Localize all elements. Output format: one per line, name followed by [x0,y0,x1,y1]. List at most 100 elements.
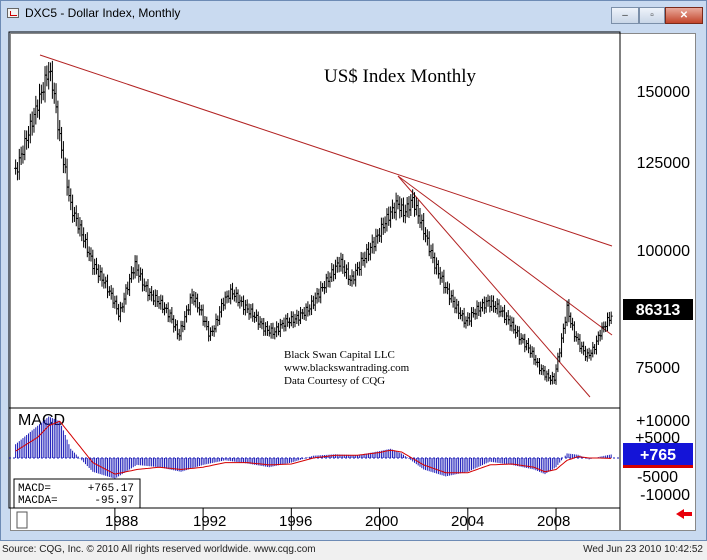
price-bar [526,338,530,354]
price-bar [118,301,122,323]
price-bar [26,125,30,149]
price-bar [251,303,255,322]
price-bar [422,212,426,241]
price-bar [481,298,485,312]
price-bar [129,266,133,283]
price-bar [392,202,396,219]
price-bar [346,262,350,285]
price-bar [583,345,587,361]
price-bar [460,309,464,322]
price-bar [462,307,466,328]
price-bar [194,292,198,308]
price-bar [65,158,69,196]
price-bar [39,84,43,104]
price-bar [547,369,551,382]
status-timestamp: Wed Jun 23 2010 10:42:52 [583,544,703,555]
price-bar [207,320,211,342]
price-bar [580,341,584,354]
price-bar [311,295,315,310]
price-bar [238,294,242,309]
price-bar [497,299,501,318]
price-bar [113,295,117,309]
price-bar [359,251,363,276]
last-price-badge [623,299,693,320]
price-bar [438,266,442,285]
price-bar [265,321,269,336]
price-bar [451,289,455,308]
price-bar [214,313,218,333]
price-bar [183,311,187,331]
price-bar [317,288,321,303]
chart-area [10,33,696,531]
price-bar [335,256,339,273]
price-bar [582,341,586,356]
price-bar [512,317,516,334]
price-bar [385,208,389,232]
title-bar[interactable]: DXC5 - Dollar Index, Monthly – ▫ ✕ [1,1,706,25]
close-button[interactable]: ✕ [665,7,703,24]
price-bar [405,197,409,218]
price-bar [106,274,110,299]
price-bar [63,157,67,174]
price-bar [506,310,510,325]
price-bar [495,298,499,315]
scroll-left-arrow-icon[interactable] [676,509,692,519]
price-bar [565,300,569,327]
price-bar [466,312,470,327]
price-bar [556,352,560,373]
price-bar [170,307,174,324]
price-bar [227,290,231,303]
price-bar [256,311,260,330]
price-bar [396,194,400,210]
price-bar [159,294,163,310]
time-axis [114,508,557,530]
price-tick-75000: 75000 [636,360,681,377]
price-bar [14,159,18,175]
price-bar [357,261,361,276]
dollar-index-chart: US$ Index Monthly Black Swan Capital LLC… [8,31,693,530]
price-bar [517,326,521,345]
price-bar [403,204,407,224]
price-bar [429,244,433,259]
x-tick-1992: 1992 [193,513,226,530]
scroll-box[interactable] [16,511,28,529]
minimize-button[interactable]: – [611,7,639,24]
price-bar [394,192,398,221]
price-bar [280,319,284,329]
price-bar [96,264,100,284]
price-bar [370,234,374,254]
price-bar [464,316,468,329]
price-bar [234,286,238,303]
price-bar [109,285,113,300]
price-bar [416,200,420,224]
price-bar [594,335,598,355]
price-bar [185,305,189,323]
window-title: DXC5 - Dollar Index, Monthly [25,6,181,20]
price-bar [83,233,87,249]
price-bar [28,113,32,144]
price-bar [219,298,223,318]
price-bar [32,107,36,133]
price-bar [589,349,593,361]
price-bar [131,267,135,280]
credit-line-3: Data Courtesy of CQG [284,375,385,387]
price-bar [350,269,354,287]
price-bar [488,295,492,313]
price-bar [188,293,192,316]
price-bar [352,271,356,285]
price-bar [552,373,556,384]
price-bar [286,312,290,327]
price-bar [69,188,73,211]
maximize-button[interactable]: ▫ [639,7,665,24]
price-bar [269,323,273,339]
price-bar [47,62,51,90]
price-bar [344,264,348,280]
price-bar [299,306,303,325]
price-bar [442,269,446,294]
price-bar [284,314,288,332]
price-bar [49,62,53,82]
x-tick-2008: 2008 [537,513,570,530]
price-bar [232,289,236,302]
price-bar [242,295,246,315]
price-bar [146,279,150,302]
